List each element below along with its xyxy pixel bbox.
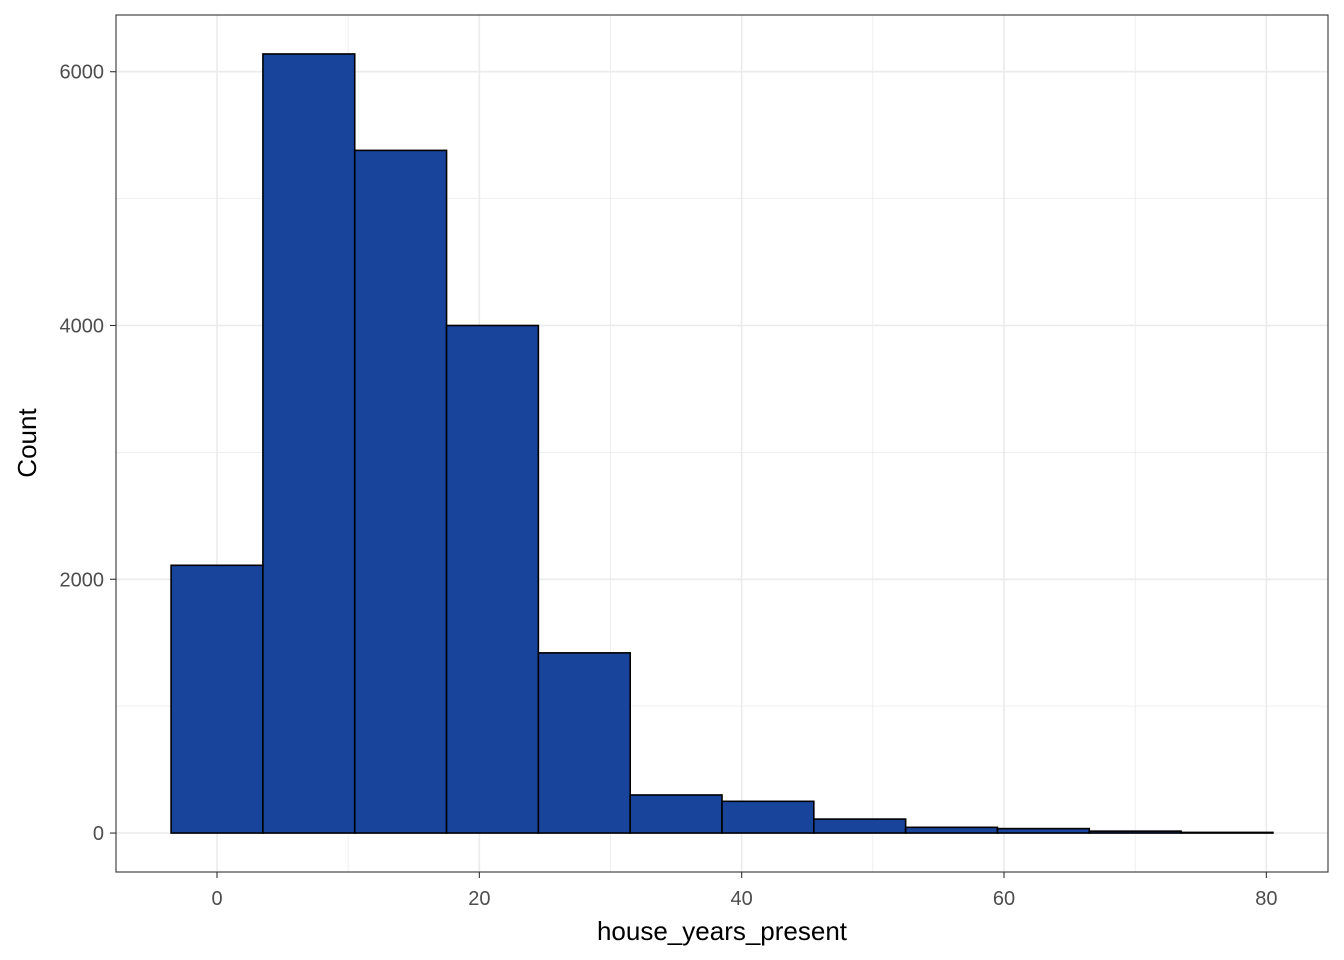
y-tick-label: 4000: [60, 315, 105, 337]
histogram-bar: [904, 826, 999, 834]
histogram-bar: [353, 149, 448, 834]
histogram-bar: [813, 818, 907, 834]
y-axis: 0 2000 4000 6000: [60, 62, 116, 845]
x-tick-label: 40: [731, 888, 753, 910]
x-tick-label: 80: [1255, 888, 1277, 910]
y-tick-label: 2000: [60, 569, 105, 591]
x-tick-label: 60: [993, 888, 1015, 910]
y-tick-label: 0: [93, 823, 104, 845]
histogram-bar: [629, 794, 723, 834]
histogram-bar: [262, 53, 356, 834]
x-tick-label: 0: [211, 888, 222, 910]
x-axis-title: house_years_present: [597, 916, 848, 946]
x-tick-label: 20: [468, 888, 490, 910]
histogram-bar: [996, 827, 1091, 834]
y-tick-label: 6000: [60, 62, 105, 84]
y-axis-title: Count: [12, 408, 42, 478]
histogram-bar: [721, 800, 815, 834]
histogram-bars: [170, 53, 1274, 834]
x-axis: 0 20 40 60 80: [211, 872, 1277, 910]
histogram-bar: [1180, 831, 1274, 834]
histogram-bar: [170, 564, 264, 834]
histogram-bar: [1088, 830, 1182, 834]
histogram-bar: [537, 652, 631, 834]
histogram-bar: [445, 324, 540, 834]
panel-border: [115, 14, 1329, 873]
